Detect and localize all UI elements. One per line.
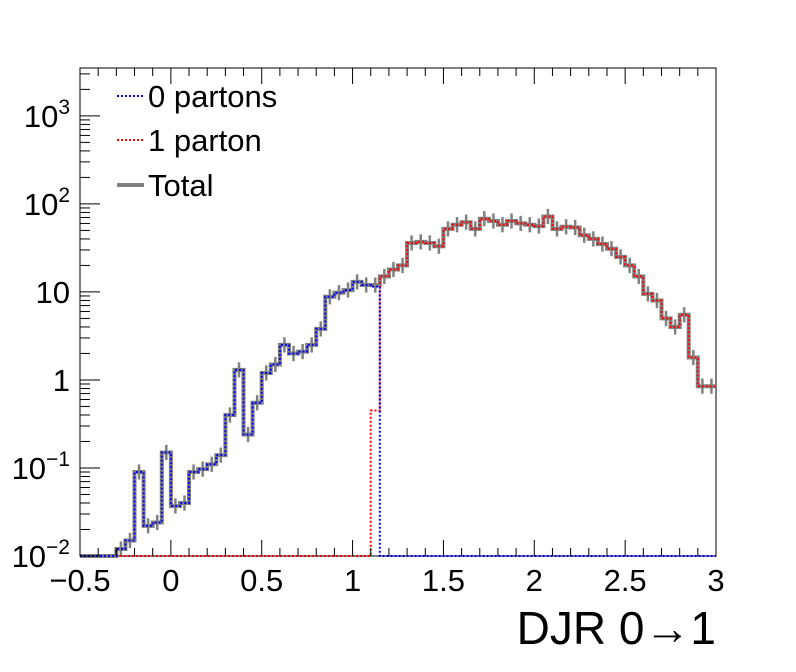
legend: 0 partons 1 parton Total [117, 79, 277, 203]
zero-partons-histogram-line [80, 280, 716, 557]
legend-label-total: Total [148, 168, 213, 203]
series-layer [80, 215, 716, 557]
x-tick-label: 0 [162, 563, 179, 598]
x-tick-label: −0.5 [49, 563, 110, 598]
x-tick-label: 0.5 [240, 563, 283, 598]
y-tick-label: 103 [24, 96, 70, 134]
x-tick-label: 1.5 [422, 563, 465, 598]
y-tick-label: 10−1 [12, 448, 70, 486]
x-axis-title: DJR 0→1 [517, 602, 716, 654]
axis-ticks [79, 68, 717, 557]
legend-label-one-parton: 1 parton [148, 123, 262, 158]
total-series-layer [80, 208, 716, 558]
one-parton-histogram-line [80, 215, 716, 557]
y-tick-labels: 10−2 10−1 1 10 102 103 [12, 96, 70, 574]
y-tick-label: 10 [36, 275, 70, 310]
x-tick-label: 1 [344, 563, 361, 598]
legend-label-zero-partons: 0 partons [148, 79, 277, 114]
x-tick-labels: −0.5 0 0.5 1 1.5 2 2.5 3 [49, 563, 724, 598]
plot-frame [79, 67, 717, 557]
x-tick-label: 2 [526, 563, 543, 598]
y-tick-label: 1 [53, 363, 70, 398]
x-tick-label: 3 [707, 563, 724, 598]
y-tick-label: 10−2 [12, 536, 70, 574]
x-tick-label: 2.5 [604, 563, 647, 598]
y-tick-label: 102 [24, 184, 70, 222]
